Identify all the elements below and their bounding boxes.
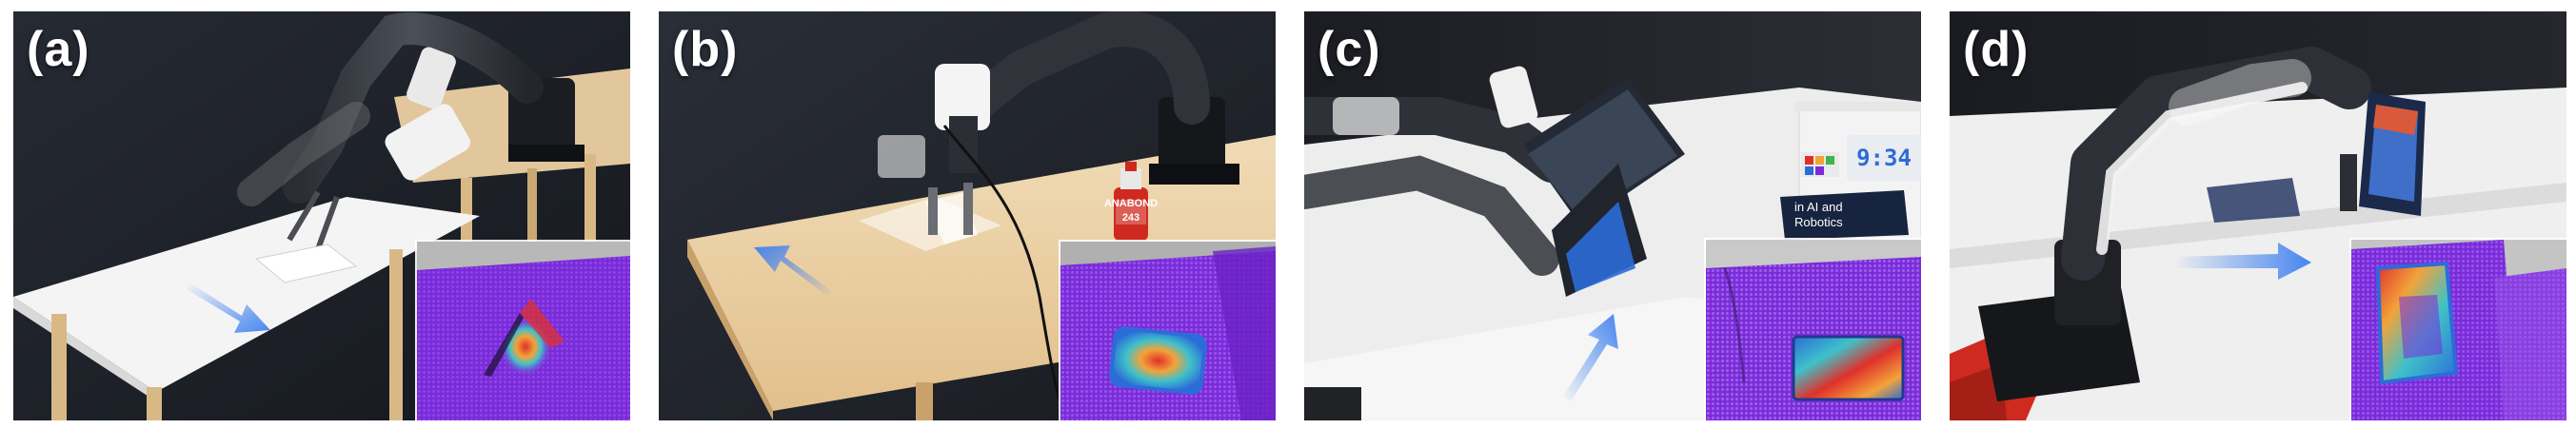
panel-c: 9:34 in AI and Robotics (c) (1304, 11, 1921, 420)
panel-a-pointcloud-inset (415, 240, 630, 420)
panel-b-pointcloud-inset (1059, 240, 1276, 420)
panel-a-heatmap (417, 242, 630, 420)
panel-d-heatmap (2351, 240, 2566, 420)
panel-d-label: (d) (1963, 22, 2030, 77)
book-title-line1: in AI and (1794, 200, 1843, 214)
bottle-number-text: 243 (1122, 212, 1139, 224)
panel-d-pointcloud-inset (2349, 238, 2566, 420)
panel-c-pointcloud-inset (1704, 238, 1921, 420)
panel-a-photo (13, 11, 630, 420)
panel-c-label: (c) (1318, 22, 1381, 77)
book-title-line2: Robotics (1794, 215, 1843, 229)
panel-d: (d) (1950, 11, 2566, 420)
panel-a-label: (a) (27, 22, 90, 77)
bottle-brand-text: ANABOND (1104, 198, 1158, 209)
clock-time-text: 9:34 (1856, 145, 1912, 171)
panel-b-heatmap (1060, 242, 1276, 420)
panel-a: (a) (13, 11, 630, 420)
panel-b-label: (b) (672, 22, 739, 77)
panel-b: ANABOND 243 (b) (659, 11, 1276, 420)
panel-c-heatmap (1706, 240, 1921, 420)
